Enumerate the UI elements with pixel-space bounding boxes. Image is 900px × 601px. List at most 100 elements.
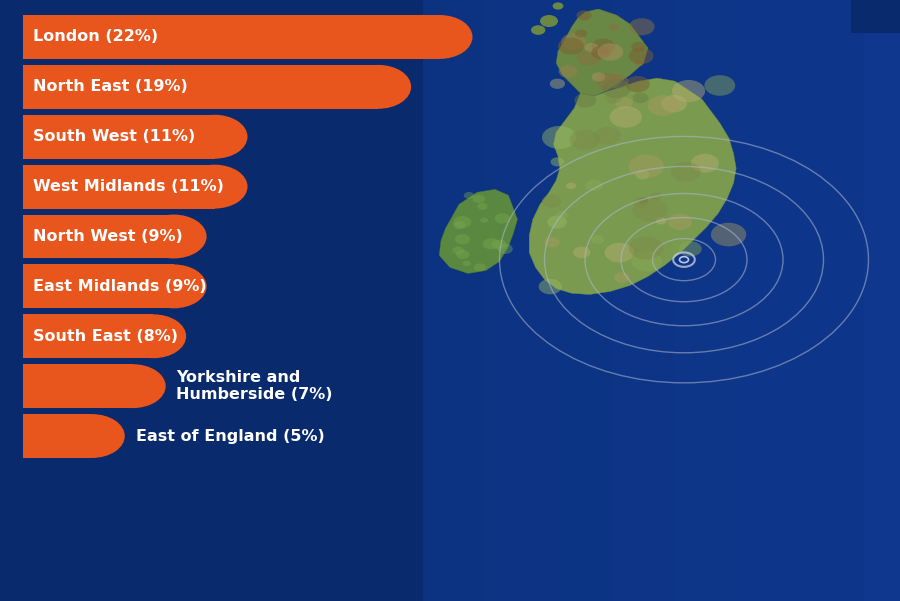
Circle shape (482, 225, 492, 231)
Circle shape (610, 49, 632, 63)
Circle shape (565, 61, 588, 77)
Bar (22, 314, 153, 358)
Text: West Midlands (11%): West Midlands (11%) (33, 179, 224, 194)
Circle shape (556, 211, 569, 219)
Circle shape (453, 257, 464, 263)
Circle shape (705, 75, 735, 96)
PathPatch shape (850, 0, 900, 33)
Circle shape (565, 32, 588, 47)
Circle shape (470, 230, 485, 241)
PathPatch shape (850, 0, 900, 33)
Circle shape (346, 65, 411, 109)
Circle shape (610, 106, 642, 128)
Bar (675, 0, 738, 601)
Circle shape (182, 115, 248, 159)
Circle shape (100, 364, 166, 408)
Circle shape (614, 272, 630, 283)
Circle shape (559, 9, 577, 20)
Text: North East (19%): North East (19%) (33, 79, 188, 94)
Circle shape (542, 195, 562, 208)
Circle shape (542, 126, 576, 149)
Circle shape (629, 237, 663, 260)
Circle shape (547, 216, 567, 228)
Circle shape (711, 223, 746, 246)
Bar (486, 0, 549, 601)
Circle shape (594, 127, 621, 145)
Circle shape (679, 241, 702, 257)
Circle shape (628, 154, 663, 178)
Circle shape (662, 95, 687, 112)
Circle shape (615, 97, 633, 109)
Circle shape (605, 243, 634, 263)
Circle shape (482, 254, 495, 261)
Bar (22, 414, 92, 458)
Circle shape (463, 208, 479, 219)
Circle shape (561, 50, 575, 59)
Text: London (22%): London (22%) (33, 29, 158, 44)
Circle shape (566, 183, 576, 189)
Circle shape (544, 237, 560, 248)
Circle shape (477, 216, 487, 223)
Text: East of England (5%): East of England (5%) (136, 429, 324, 444)
Circle shape (586, 180, 603, 191)
Polygon shape (529, 78, 736, 294)
Circle shape (572, 38, 585, 47)
Circle shape (672, 80, 705, 102)
Bar (738, 0, 801, 601)
Circle shape (668, 214, 692, 230)
Circle shape (471, 197, 486, 207)
Bar (549, 0, 612, 601)
Bar (22, 115, 215, 159)
Circle shape (651, 192, 662, 200)
Circle shape (475, 227, 484, 234)
Bar (801, 0, 864, 601)
Circle shape (574, 93, 596, 108)
Circle shape (480, 206, 494, 215)
Circle shape (567, 66, 581, 76)
Bar (22, 165, 215, 209)
Circle shape (570, 130, 600, 150)
Circle shape (553, 2, 563, 10)
Circle shape (59, 414, 125, 458)
Polygon shape (439, 189, 518, 273)
Circle shape (594, 29, 613, 42)
Circle shape (634, 197, 648, 207)
Text: East Midlands (9%): East Midlands (9%) (33, 279, 207, 294)
Bar (22, 215, 174, 258)
Circle shape (583, 43, 593, 49)
Bar (22, 15, 440, 59)
Circle shape (464, 249, 482, 260)
Circle shape (573, 13, 590, 23)
Text: Yorkshire and
Humberside (7%): Yorkshire and Humberside (7%) (176, 370, 333, 402)
Circle shape (182, 165, 248, 209)
Circle shape (407, 15, 472, 59)
Circle shape (456, 216, 464, 221)
Circle shape (501, 241, 511, 248)
Circle shape (605, 29, 617, 37)
Circle shape (121, 314, 186, 358)
Circle shape (656, 218, 667, 224)
Circle shape (447, 218, 463, 228)
Polygon shape (556, 9, 648, 96)
Circle shape (572, 34, 590, 46)
FancyBboxPatch shape (423, 0, 900, 601)
Circle shape (635, 170, 650, 180)
Circle shape (627, 36, 639, 44)
Circle shape (580, 32, 591, 40)
Circle shape (141, 264, 207, 308)
Bar (22, 264, 174, 308)
Bar (22, 364, 133, 408)
Circle shape (605, 93, 621, 103)
FancyBboxPatch shape (850, 0, 900, 33)
Circle shape (141, 215, 207, 258)
Circle shape (573, 246, 590, 258)
Circle shape (628, 58, 639, 65)
Circle shape (616, 58, 629, 68)
Text: South West (11%): South West (11%) (33, 129, 195, 144)
Circle shape (691, 154, 719, 172)
Circle shape (617, 72, 639, 86)
Circle shape (550, 79, 565, 89)
Circle shape (602, 79, 631, 98)
Circle shape (648, 96, 679, 116)
Circle shape (590, 235, 604, 244)
